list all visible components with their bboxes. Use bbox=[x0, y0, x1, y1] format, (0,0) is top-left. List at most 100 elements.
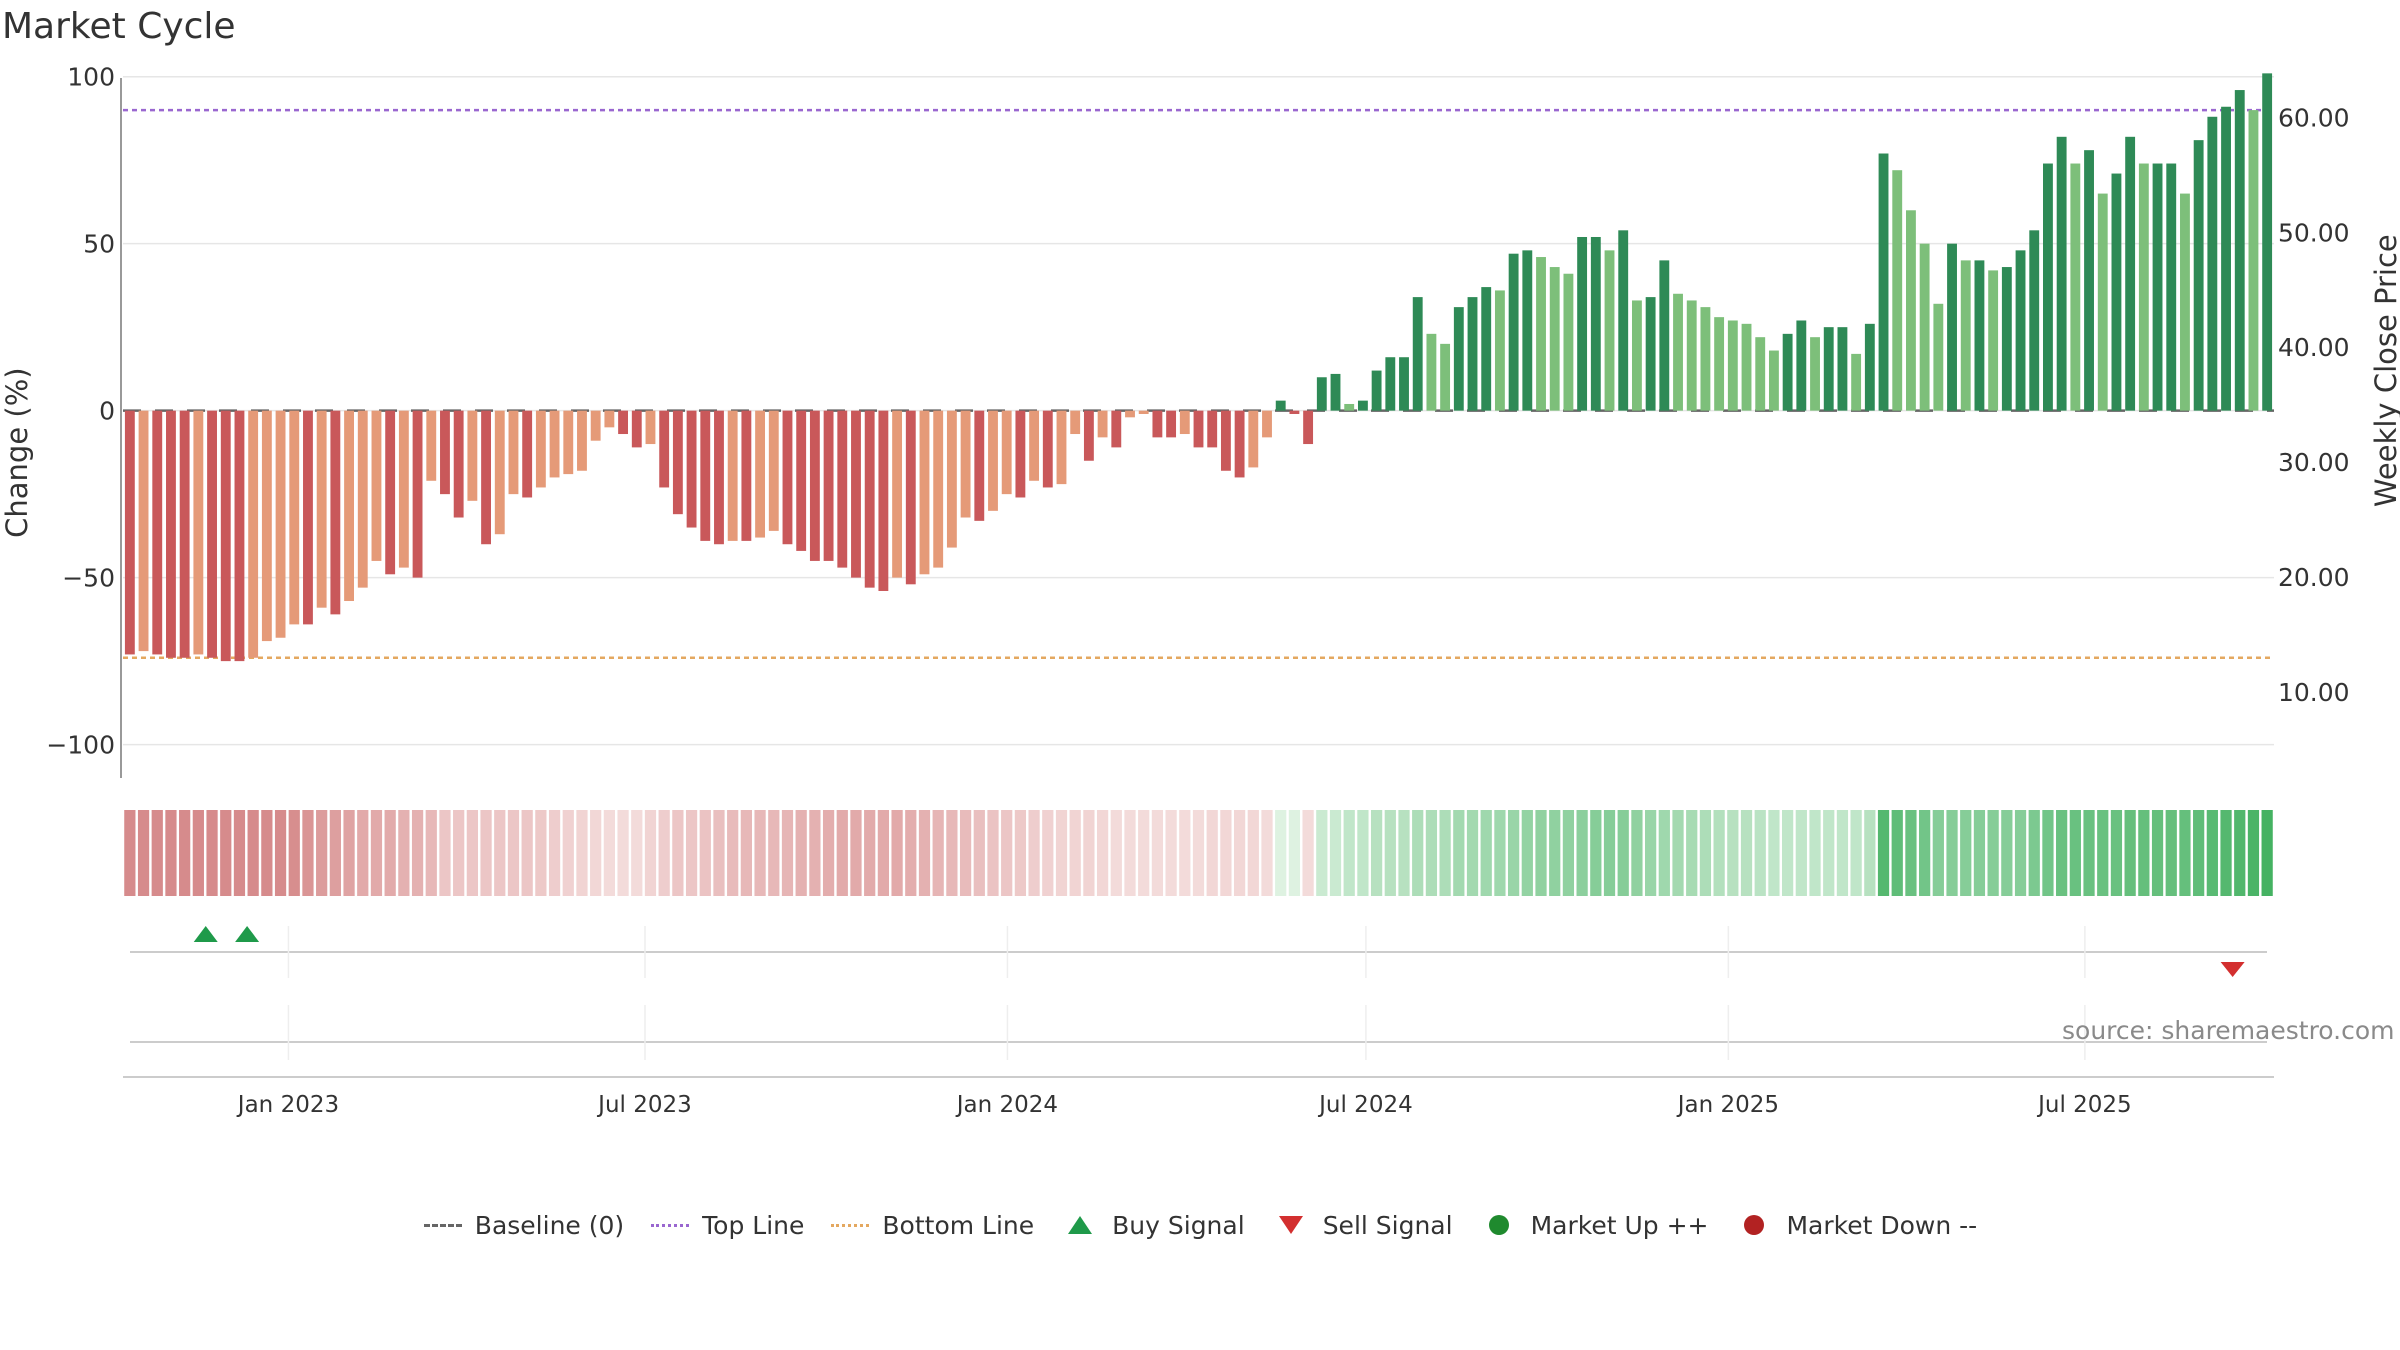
bar bbox=[1166, 410, 1177, 438]
bar bbox=[453, 410, 464, 518]
legend-market-up[interactable]: Market Up ++ bbox=[1479, 1211, 1708, 1240]
heat-cell bbox=[836, 810, 848, 896]
y2-tick-label: 10.00 bbox=[2278, 678, 2350, 707]
heat-cell bbox=[617, 810, 629, 896]
bar bbox=[2221, 106, 2231, 411]
heat-cell bbox=[946, 810, 958, 896]
bar bbox=[1700, 307, 1711, 411]
bar bbox=[1399, 357, 1409, 411]
bar bbox=[2125, 136, 2136, 411]
y2-tick-label: 60.00 bbox=[2278, 103, 2350, 132]
heat-cell bbox=[274, 810, 287, 896]
heat-cell bbox=[1466, 810, 1479, 896]
bar bbox=[2248, 110, 2259, 411]
bar bbox=[1056, 410, 1067, 485]
bar bbox=[1316, 377, 1327, 411]
heat-cell bbox=[1795, 810, 1807, 896]
bar bbox=[1440, 343, 1451, 411]
heat-cell bbox=[137, 810, 150, 896]
heat-cell bbox=[1028, 810, 1040, 896]
bar bbox=[2207, 116, 2218, 411]
bar bbox=[1330, 373, 1341, 411]
heat-cell bbox=[1740, 810, 1753, 896]
legend-bottom-line[interactable]: Bottom Line bbox=[830, 1211, 1034, 1240]
bar bbox=[659, 410, 670, 488]
heat-cell bbox=[1809, 810, 1821, 896]
x-axis: Jan 2023 Jul 2023 Jan 2024 Jul 2024 Jan 2025… bbox=[123, 1076, 2274, 1118]
legend-label: Buy Signal bbox=[1112, 1210, 1245, 1240]
legend-baseline[interactable]: Baseline (0) bbox=[423, 1211, 624, 1240]
bar bbox=[1357, 400, 1368, 411]
bar bbox=[1796, 320, 1807, 411]
bar bbox=[1275, 400, 1286, 411]
heat-cell bbox=[1001, 810, 1013, 896]
bar bbox=[1070, 410, 1081, 435]
heat-cell bbox=[1877, 810, 1890, 896]
x-tick-label: Jan 2025 bbox=[1676, 1092, 1779, 1118]
legend-label: Market Down -- bbox=[1786, 1210, 1978, 1240]
bar bbox=[1152, 410, 1163, 438]
heat-cell bbox=[1946, 810, 1958, 896]
bar bbox=[933, 410, 944, 568]
heat-cell bbox=[261, 810, 273, 896]
legend-market-down[interactable]: Market Down -- bbox=[1734, 1211, 1977, 1240]
heat-cell bbox=[1288, 810, 1301, 896]
heat-cell bbox=[822, 810, 835, 896]
heat-cell bbox=[713, 810, 725, 896]
heat-cell bbox=[480, 810, 492, 896]
heat-cell bbox=[165, 810, 177, 896]
heat-cell bbox=[864, 810, 876, 896]
dash-line-icon bbox=[423, 1213, 463, 1237]
chart-title: Market Cycle bbox=[2, 6, 236, 47]
heat-cell bbox=[959, 810, 972, 896]
bar bbox=[645, 410, 656, 445]
bar bbox=[2234, 90, 2245, 411]
legend-label: Top Line bbox=[702, 1210, 805, 1240]
heat-cell bbox=[809, 810, 821, 896]
heat-cell bbox=[562, 810, 574, 896]
heat-cell bbox=[247, 810, 259, 896]
bar bbox=[275, 410, 286, 638]
heat-cell bbox=[288, 810, 300, 896]
heat-cell bbox=[1905, 810, 1917, 896]
bar bbox=[261, 410, 272, 642]
heat-cell bbox=[768, 810, 780, 896]
heat-cell bbox=[507, 810, 520, 896]
heat-cell bbox=[2028, 810, 2040, 896]
y2-tick-label: 20.00 bbox=[2278, 563, 2350, 592]
heat-cell bbox=[2097, 810, 2109, 896]
bar bbox=[960, 410, 971, 518]
heat-cell bbox=[2001, 810, 2013, 896]
bar bbox=[851, 410, 861, 578]
bar bbox=[535, 410, 546, 488]
bar bbox=[1179, 410, 1190, 435]
heat-cell bbox=[1864, 810, 1876, 896]
legend-buy-signal[interactable]: Buy Signal bbox=[1060, 1211, 1245, 1240]
bar bbox=[1001, 410, 1012, 495]
heat-cell bbox=[1275, 810, 1287, 896]
heat-cell bbox=[987, 810, 999, 896]
x-tick-label: Jul 2025 bbox=[2036, 1092, 2132, 1118]
bar bbox=[2001, 267, 2012, 411]
buy-signal-marker bbox=[193, 926, 218, 942]
bar bbox=[905, 410, 916, 585]
heat-cell bbox=[644, 810, 657, 896]
heat-cell bbox=[1836, 810, 1849, 896]
heat-cell bbox=[1727, 810, 1739, 896]
legend-top-line[interactable]: Top Line bbox=[650, 1211, 804, 1240]
bar bbox=[494, 410, 505, 535]
heat-cell bbox=[1686, 810, 1698, 896]
bar bbox=[672, 410, 683, 515]
circle-icon bbox=[1479, 1213, 1519, 1237]
bar bbox=[590, 410, 601, 441]
heat-cell bbox=[918, 810, 931, 896]
bar bbox=[1864, 323, 1875, 411]
heat-cell bbox=[1603, 810, 1616, 896]
bar bbox=[1097, 410, 1108, 438]
legend-sell-signal[interactable]: Sell Signal bbox=[1271, 1211, 1453, 1240]
bar bbox=[1467, 297, 1478, 411]
heat-cell bbox=[905, 810, 917, 896]
heat-cell bbox=[2138, 810, 2150, 896]
heat-cell bbox=[1754, 810, 1766, 896]
